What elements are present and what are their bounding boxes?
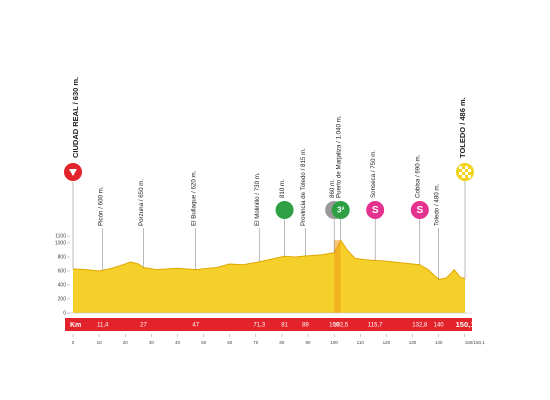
x-tick-label: 140 (435, 340, 443, 345)
climb-strip (334, 240, 341, 313)
waypoint-label: Puerto de Marjaliza / 1.040 m. (335, 115, 342, 198)
elevation-area (73, 240, 465, 313)
x-tick-label: 80 (279, 340, 285, 345)
waypoint-label: 810 m. (279, 179, 286, 198)
x-tick-label: 90 (306, 340, 312, 345)
waypoint-icon (366, 201, 385, 219)
waypoint-label: Picón / 600 m. (97, 186, 104, 226)
y-tick-label: 200 (58, 296, 67, 302)
icon-text: S (372, 205, 379, 216)
waypoint-label: Sonseca / 750 m. (370, 150, 377, 198)
x-tick-label: 50 (201, 340, 207, 345)
band-km-label: 89 (302, 323, 309, 329)
x-tick-label: 110 (357, 340, 365, 345)
y-tick-label: 800 (58, 254, 67, 260)
icon-text: 3ª (337, 206, 344, 215)
band-label: Km (70, 322, 81, 329)
icon-text: S (416, 205, 423, 216)
band-km-label: 81 (281, 323, 288, 329)
waypoint-label: 860 m. (329, 179, 336, 198)
x-tick-label: 130 (409, 340, 417, 345)
waypoint-label: Toledo / 480 m. (433, 183, 440, 226)
checker (462, 169, 465, 172)
finish-label: TOLEDO / 486 m. (458, 97, 467, 158)
band-km-label: 27 (140, 323, 147, 329)
y-tick-label: 600 (58, 268, 67, 274)
x-tick-label: 150/150,1 (465, 340, 486, 345)
waypoint-icon (410, 201, 429, 219)
km-band (65, 318, 472, 331)
waypoint-label: El Molinillo / 730 m. (254, 172, 261, 226)
waypoint-label: Porzuna / 650 m. (138, 179, 145, 226)
x-tick-label: 70 (253, 340, 259, 345)
start-label: CIUDAD REAL / 630 m. (71, 77, 80, 158)
elevation-line (72, 239, 466, 280)
band-km-label: 71,3 (253, 323, 265, 329)
waypoint-label: El Bullaque / 620 m. (190, 170, 197, 226)
x-tick-label: 10 (97, 340, 103, 345)
y-tick-label: 1000 (55, 240, 66, 246)
waypoint-label: Provincia de Toledo / 815 m. (300, 148, 307, 226)
waypoint-label: Cobisa / 690 m. (414, 154, 421, 198)
band-km-label: 47 (192, 323, 199, 329)
x-tick-label: 30 (149, 340, 155, 345)
waypoint-icon (275, 201, 294, 219)
y-tick-label: 0 (63, 310, 66, 316)
x-tick-label: 100 (330, 340, 338, 345)
band-km-label: 102,5 (333, 323, 349, 329)
x-tick-label: 60 (227, 340, 233, 345)
band-km-label: 11,4 (97, 323, 109, 329)
x-tick-label: 20 (123, 340, 129, 345)
band-km-label: 150,1 (456, 320, 475, 329)
x-tick-label: 120 (383, 340, 391, 345)
start-arrow (69, 169, 77, 176)
x-tick-label: 40 (175, 340, 181, 345)
x-tick-label: 0 (72, 340, 75, 345)
checker (468, 169, 471, 172)
checker (465, 172, 468, 175)
band-km-label: 132,8 (412, 323, 428, 329)
band-km-label: 115,7 (368, 323, 383, 329)
waypoint-icon (331, 201, 350, 219)
checker (459, 172, 462, 175)
y-tick-label: 400 (58, 282, 67, 288)
checker (459, 166, 462, 169)
checker (462, 175, 465, 178)
band-km-label: 100 (329, 323, 340, 329)
y-tick-label: 1100 (55, 233, 66, 239)
checker (468, 175, 471, 178)
checker (465, 166, 468, 169)
band-km-label: 140 (434, 323, 445, 329)
